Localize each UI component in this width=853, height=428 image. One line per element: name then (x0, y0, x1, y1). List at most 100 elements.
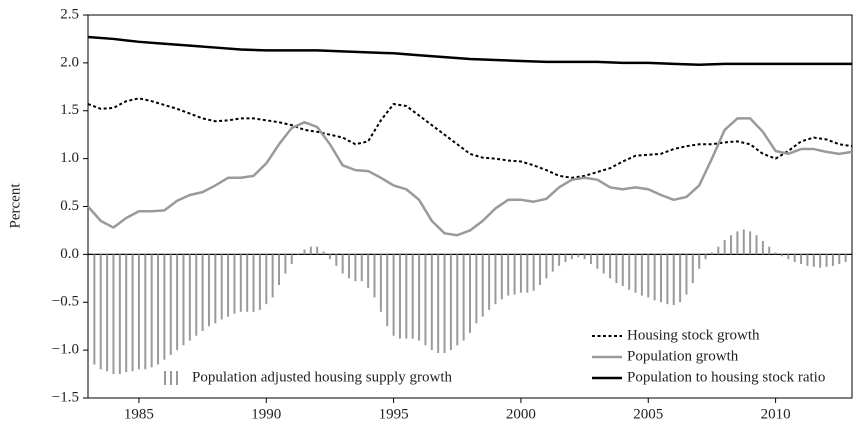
bar (469, 254, 471, 333)
bar (723, 240, 726, 255)
bar (825, 254, 828, 267)
bar (602, 254, 605, 274)
bar (742, 229, 745, 255)
bar (685, 254, 688, 295)
bar (360, 254, 363, 282)
bar (513, 254, 516, 295)
bar (481, 254, 484, 317)
bar (386, 254, 389, 327)
bar (163, 254, 166, 360)
bar (335, 254, 338, 266)
bar (774, 252, 777, 255)
bar (698, 254, 701, 269)
bar (227, 254, 230, 317)
bar (545, 254, 548, 279)
y-axis-label: Percent (7, 183, 23, 229)
y-tick-label: 0.0 (60, 246, 79, 262)
bar (768, 246, 771, 255)
bar (348, 254, 351, 279)
y-tick-label: −1.0 (52, 342, 79, 358)
bar (551, 254, 554, 272)
bar (220, 254, 223, 320)
y-tick-label: 0.5 (60, 198, 79, 214)
bar (93, 254, 96, 365)
bar (704, 254, 707, 260)
x-tick-label: 2005 (633, 406, 663, 422)
bar (488, 254, 491, 310)
bar (316, 246, 319, 255)
bar (844, 254, 847, 263)
bar (265, 254, 268, 305)
bar (609, 254, 612, 279)
bar (398, 254, 401, 339)
bar (539, 254, 542, 286)
x-tick-label: 2000 (506, 406, 536, 422)
x-tick-label: 2010 (761, 406, 791, 422)
bar (583, 254, 586, 260)
bar (621, 254, 624, 286)
bar (526, 254, 529, 293)
bar (137, 254, 140, 370)
bar (806, 254, 809, 266)
bar (443, 254, 446, 353)
bar (838, 254, 841, 264)
bar (812, 254, 815, 267)
bar (475, 254, 478, 324)
bar (717, 246, 720, 255)
bar (564, 254, 567, 263)
bar (800, 254, 803, 264)
x-tick-label: 1990 (251, 406, 281, 422)
bar (780, 254, 783, 257)
bar (373, 254, 376, 298)
legend: Population adjusted housing supply growt… (164, 327, 825, 385)
bar (691, 254, 694, 284)
bar (634, 254, 637, 293)
bar (570, 254, 573, 260)
bar (755, 235, 758, 255)
bar (157, 254, 160, 365)
bar (462, 254, 465, 341)
bar (131, 254, 134, 372)
bar (730, 235, 733, 255)
bar (150, 254, 153, 368)
bar (831, 254, 834, 266)
y-tick-label: 1.5 (60, 102, 79, 118)
bar (500, 254, 503, 300)
bar (207, 254, 210, 327)
bar (284, 254, 287, 274)
bar (653, 254, 656, 301)
bar (787, 254, 790, 260)
bar (660, 254, 662, 303)
bar (640, 254, 643, 296)
bar (494, 254, 497, 305)
bar (328, 254, 331, 260)
bar (297, 254, 300, 255)
bar (322, 251, 325, 255)
line (87, 35, 852, 67)
bar (424, 254, 427, 346)
bar (628, 254, 631, 290)
bar (290, 254, 293, 264)
bar (736, 231, 739, 255)
bar (246, 254, 249, 312)
bar (507, 254, 510, 296)
bar (188, 254, 191, 341)
y-tick-label: 2.0 (60, 54, 79, 70)
legend-label: Population to housing stock ratio (627, 369, 825, 385)
bar (271, 254, 274, 298)
bar (430, 254, 433, 351)
bar (589, 254, 592, 264)
bar (666, 254, 669, 305)
bar (710, 252, 713, 255)
bar (411, 254, 414, 339)
bar (125, 254, 128, 373)
legend-label: Population growth (627, 348, 739, 364)
bar (418, 254, 421, 341)
line (87, 97, 853, 179)
bar (615, 254, 618, 284)
bar (379, 254, 382, 312)
y-tick-label: 2.5 (60, 6, 79, 22)
bar (106, 254, 109, 372)
line (87, 117, 853, 237)
